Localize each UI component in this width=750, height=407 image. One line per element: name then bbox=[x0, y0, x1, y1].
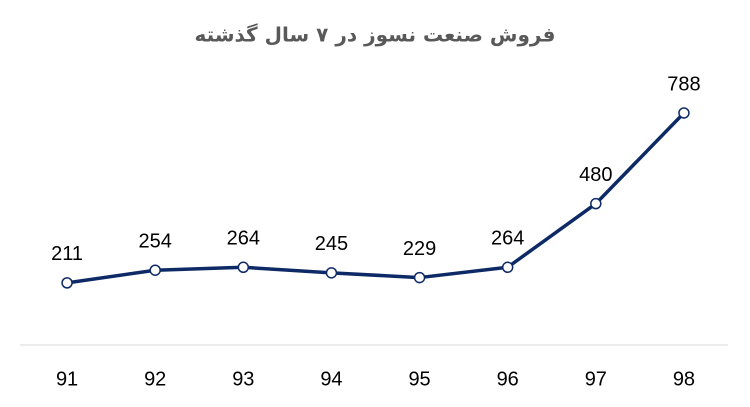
x-tick-label: 91 bbox=[56, 368, 78, 390]
line bbox=[66, 111, 686, 285]
marker bbox=[149, 264, 161, 276]
x-tick-label: 96 bbox=[497, 368, 519, 390]
data-label: 229 bbox=[403, 238, 436, 260]
marker bbox=[325, 267, 338, 279]
x-tick-label: 94 bbox=[320, 368, 342, 390]
x-tick-label: 97 bbox=[585, 368, 607, 390]
x-tick-label: 92 bbox=[144, 368, 166, 390]
marker bbox=[501, 261, 514, 274]
marker bbox=[61, 277, 73, 289]
chart-title: فروش صنعت نسوز در ۷ سال گذشته bbox=[195, 23, 556, 47]
data-label: 264 bbox=[491, 228, 524, 250]
data-label: 245 bbox=[315, 233, 348, 255]
data-label: 480 bbox=[579, 164, 612, 186]
data-label: 788 bbox=[667, 73, 700, 95]
x-tick-label: 93 bbox=[232, 368, 254, 390]
marker bbox=[590, 197, 602, 210]
marker bbox=[413, 271, 426, 284]
data-label: 211 bbox=[51, 243, 83, 265]
marker bbox=[237, 261, 250, 274]
marker bbox=[678, 107, 690, 119]
x-tick-label: 95 bbox=[408, 368, 430, 390]
data-label: 264 bbox=[227, 228, 260, 250]
x-tick-label: 98 bbox=[673, 368, 695, 390]
data-label: 254 bbox=[139, 230, 172, 252]
